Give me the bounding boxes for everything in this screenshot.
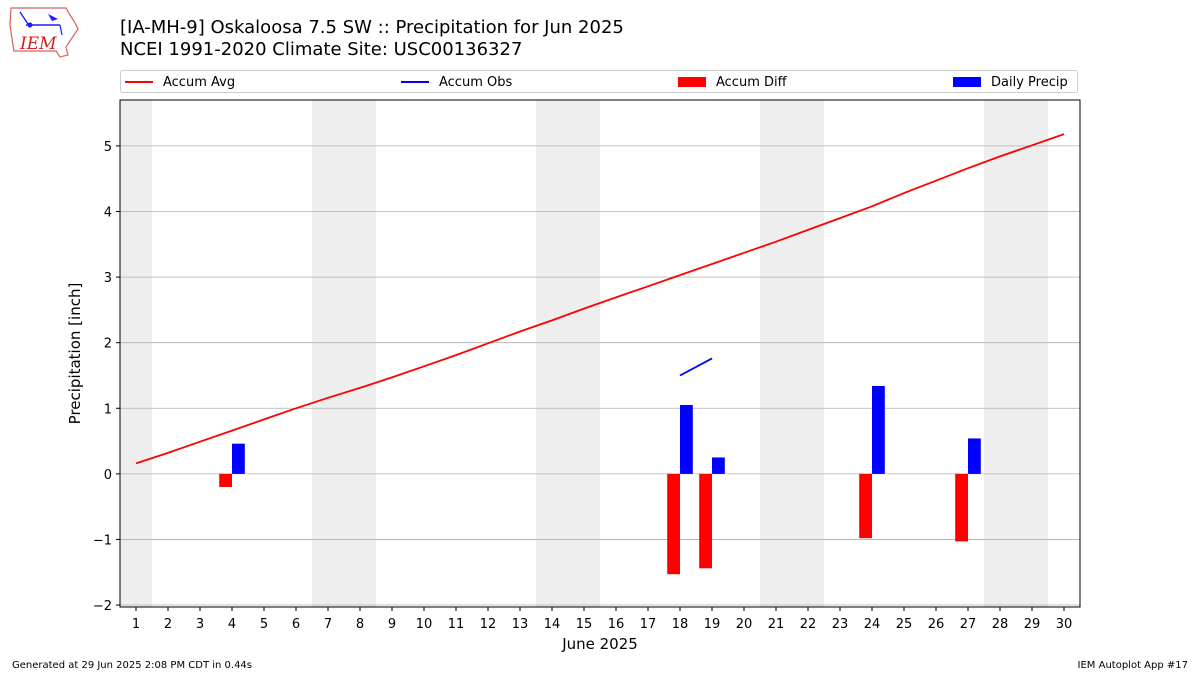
legend-label-accum-obs: Accum Obs — [439, 74, 513, 90]
iem-iowa-logo-icon: IEM — [9, 7, 79, 58]
x-tick-label: 24 — [864, 617, 881, 632]
x-tick-label: 7 — [324, 617, 332, 632]
x-tick-label: 26 — [928, 617, 945, 632]
x-tick-label: 29 — [1024, 617, 1041, 632]
bar-accum-diff — [699, 473, 712, 569]
legend-label-accum-diff: Accum Diff — [716, 74, 787, 90]
x-tick-label: 12 — [480, 617, 497, 632]
y-tick-label: 2 — [104, 337, 112, 352]
y-axis-label: Precipitation [inch] — [66, 283, 84, 425]
chart-title: [IA-MH-9] Oskaloosa 7.5 SW :: Precipitat… — [120, 17, 624, 38]
y-tick-label: 3 — [104, 271, 112, 286]
x-axis-label: June 2025 — [561, 635, 638, 653]
y-tick-label: −1 — [93, 533, 112, 548]
logo-text: IEM — [19, 34, 57, 54]
line-accum-obs — [679, 357, 713, 377]
x-tick-label: 2 — [164, 617, 172, 632]
footer-app-id: IEM Autoplot App #17 — [1077, 660, 1188, 671]
y-tick-label: 5 — [104, 140, 112, 155]
line-accum-avg — [135, 133, 1065, 465]
y-tick-label: 1 — [104, 402, 112, 417]
legend-item-daily-precip: Daily Precip — [953, 73, 1068, 91]
weekend-band — [312, 100, 376, 607]
weekend-band — [760, 100, 824, 607]
x-tick-label: 25 — [896, 617, 913, 632]
x-tick-label: 21 — [768, 617, 785, 632]
legend-swatch-daily-precip — [953, 77, 981, 87]
x-tick-label: 4 — [228, 617, 236, 632]
y-tick-label: −2 — [93, 599, 112, 614]
bar-accum-diff — [667, 473, 680, 575]
x-tick-label: 18 — [672, 617, 689, 632]
x-tick-label: 23 — [832, 617, 849, 632]
legend-swatch-accum-avg — [125, 81, 153, 83]
chart-subtitle: NCEI 1991-2020 Climate Site: USC00136327 — [120, 39, 523, 60]
weekend-band — [984, 100, 1048, 607]
x-tick-label: 8 — [356, 617, 364, 632]
x-tick-label: 22 — [800, 617, 817, 632]
x-tick-label: 15 — [576, 617, 593, 632]
bar-daily-precip — [712, 457, 725, 474]
x-tick-label: 20 — [736, 617, 753, 632]
x-tick-label: 13 — [512, 617, 529, 632]
x-tick-label: 11 — [448, 617, 465, 632]
x-tick-label: 16 — [608, 617, 625, 632]
x-tick-label: 9 — [388, 617, 396, 632]
x-tick-label: 28 — [992, 617, 1009, 632]
bar-accum-diff — [219, 473, 232, 487]
bar-daily-precip — [680, 404, 693, 474]
legend-label-accum-avg: Accum Avg — [163, 74, 236, 90]
iem-logo: IEM — [8, 5, 80, 63]
x-tick-label: 27 — [960, 617, 977, 632]
x-tick-label: 5 — [260, 617, 268, 632]
y-tick-label: 4 — [104, 206, 112, 221]
bar-daily-precip — [872, 385, 885, 474]
x-tick-label: 10 — [416, 617, 433, 632]
legend-swatch-accum-obs — [401, 81, 429, 83]
x-tick-label: 19 — [704, 617, 721, 632]
plot-frame — [119, 99, 1081, 608]
legend-item-accum-obs: Accum Obs — [401, 73, 512, 91]
weekend-band — [120, 100, 152, 607]
bar-accum-diff — [955, 473, 968, 542]
x-tick-label: 3 — [196, 617, 204, 632]
bar-daily-precip — [968, 438, 981, 474]
weekend-band — [536, 100, 600, 607]
bar-accum-diff — [859, 473, 872, 539]
footer-generated: Generated at 29 Jun 2025 2:08 PM CDT in … — [12, 660, 253, 671]
x-tick-label: 17 — [640, 617, 657, 632]
x-tick-label: 30 — [1056, 617, 1073, 632]
x-tick-label: 6 — [292, 617, 300, 632]
legend-item-accum-avg: Accum Avg — [125, 73, 235, 91]
y-tick-label: 0 — [104, 468, 112, 483]
chart-legend: Accum Avg Accum Obs Accum Diff Daily Pre… — [120, 70, 1078, 93]
bar-daily-precip — [232, 443, 245, 474]
x-tick-label: 14 — [544, 617, 561, 632]
legend-label-daily-precip: Daily Precip — [991, 74, 1068, 90]
legend-swatch-accum-diff — [678, 77, 706, 87]
x-tick-label: 1 — [132, 617, 140, 632]
legend-item-accum-diff: Accum Diff — [678, 73, 787, 91]
